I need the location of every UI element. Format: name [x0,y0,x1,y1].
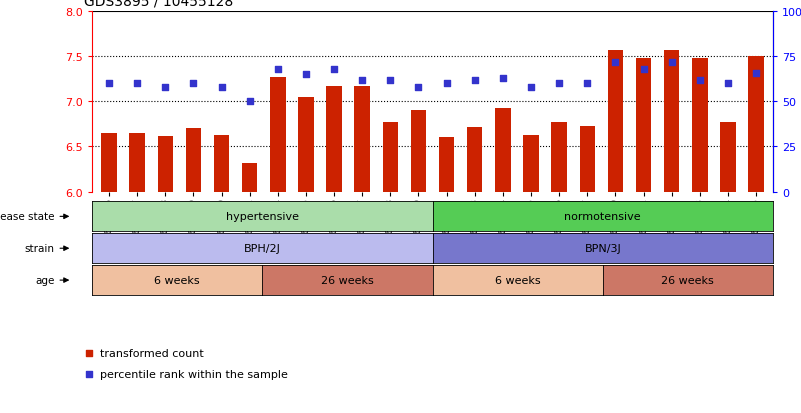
Point [666,59,678,66]
Point [581,81,594,88]
Text: normotensive: normotensive [565,212,641,222]
Point [694,77,706,84]
Bar [214,135,229,192]
Point [300,72,312,78]
Text: 6 weeks: 6 weeks [155,275,200,285]
Point [722,81,735,88]
Bar [411,111,426,192]
Bar [355,87,370,192]
Text: BPN/3J: BPN/3J [585,244,621,254]
Point [497,76,509,82]
Text: 6 weeks: 6 weeks [495,275,541,285]
Bar [158,136,173,192]
Point [187,81,199,88]
Text: 26 weeks: 26 weeks [321,275,374,285]
Bar [298,98,314,192]
Bar [692,59,707,192]
Bar [495,109,510,192]
Bar [664,51,679,192]
Bar [130,134,145,192]
Text: hypertensive: hypertensive [226,212,299,222]
Point [215,85,228,91]
Bar [101,134,117,192]
Text: BPH/2J: BPH/2J [244,244,281,254]
Bar [383,123,398,192]
Point [159,85,171,91]
Point [750,70,763,77]
Point [384,77,396,84]
Point [412,85,425,91]
Bar [186,129,201,192]
Text: transformed count: transformed count [99,348,203,358]
Bar [720,123,735,192]
Text: GDS3895 / 10455128: GDS3895 / 10455128 [84,0,233,8]
Point [131,81,143,88]
Point [103,81,115,88]
Point [637,66,650,73]
Bar [523,135,539,192]
Text: age: age [35,275,54,285]
Point [553,81,566,88]
Text: strain: strain [25,244,54,254]
Bar [608,51,623,192]
Point [328,66,340,73]
Bar [242,163,257,192]
Point [83,370,95,377]
Bar [270,78,285,192]
Bar [551,123,567,192]
Bar [748,57,764,192]
Bar [326,87,342,192]
Point [609,59,622,66]
Point [244,99,256,105]
Text: 26 weeks: 26 weeks [662,275,714,285]
Bar [580,126,595,192]
Point [441,81,453,88]
Text: disease state: disease state [0,212,54,222]
Text: percentile rank within the sample: percentile rank within the sample [99,369,288,379]
Point [356,77,368,84]
Point [272,66,284,73]
Point [469,77,481,84]
Bar [467,127,482,192]
Point [83,350,95,356]
Bar [636,59,651,192]
Point [525,85,537,91]
Bar [439,138,454,192]
